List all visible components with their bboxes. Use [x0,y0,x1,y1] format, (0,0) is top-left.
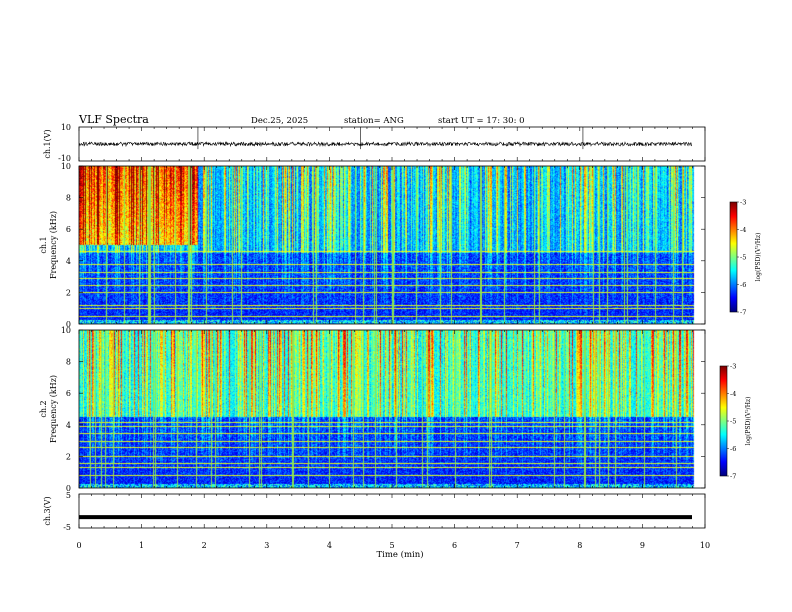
ch1-colorbar: -3 -4 -5 -6 -7 log(PSD)(V²/Hz) [729,199,762,317]
y-tick-label: 8 [66,194,71,203]
y-tick-label: 4 [66,421,71,430]
x-tick-label: 8 [577,541,582,550]
ch3-waveform-ylabel: ch.3(V) [43,496,52,525]
colorbar-tick-label: -4 [740,226,746,234]
y-tick-label: 4 [66,257,71,266]
colorbar-tick-label: -3 [730,363,736,371]
x-tick-label: 3 [264,541,269,550]
y-tick-label: 2 [66,452,71,461]
ch1-spectrogram-image [79,166,705,324]
x-tick-label: 4 [327,541,332,550]
date-label: Dec.25, 2025 [251,116,308,126]
start-time-label: start UT = 17: 30: 0 [438,116,525,126]
ch2-spectrogram-panel: 0 2 4 6 8 10 ch.2 Frequency (kHz) [39,326,706,493]
colorbar-tick-label: -3 [740,199,746,207]
ch2-colorbar-gradient [720,366,727,476]
y-tick-label: 10 [61,326,71,335]
ch2-colorbar-holder [720,366,727,476]
y-tick-label: 8 [66,358,71,367]
ch1-spectrogram-image-holder [79,166,705,324]
x-tick-label: 7 [515,541,520,550]
ch3-waveform-frame [78,493,706,529]
ch2-spectrogram-image-holder [79,330,705,488]
ch1-spectrogram-ylabel-channel: ch.1 [39,236,48,253]
ch2-colorbar-label: log(PSD)(V²/Hz) [745,397,752,446]
colorbar-tick-label: -4 [730,390,736,398]
ch3-waveform-panel: 5 -5 ch.3(V) [43,491,706,532]
x-tick-label: 6 [452,541,457,550]
x-tick-label: 1 [139,541,144,550]
ch1-colorbar-gradient [730,202,737,312]
y-tick-label: 6 [66,225,71,234]
y-tick-label: 10 [61,162,71,171]
colorbar-tick-label: -7 [730,473,736,481]
y-tick-label: 0 [66,320,71,329]
x-tick-label: 5 [389,541,394,550]
ch1-colorbar-holder [730,202,737,312]
ch2-colorbar: -3 -4 -5 -6 -7 log(PSD)(V²/Hz) [719,363,752,481]
colorbar-tick-label: -6 [730,445,736,453]
station-label: station= ANG [344,116,404,126]
ch1-ytick-top: 10 [61,123,71,132]
ch1-waveform-ylabel: ch.1(V) [43,129,52,158]
colorbar-tick-label: -7 [740,309,746,317]
ch2-spectrogram-image [79,330,705,488]
y-tick-label: 0 [66,484,71,493]
x-tick-label: 10 [700,541,710,550]
ch1-ytick-bottom: -10 [58,154,71,163]
ch1-waveform-panel: 10 -10 ch.1(V) [43,123,706,163]
x-tick-label: 0 [76,541,81,550]
figure-title: VLF Spectra [78,113,149,126]
x-tick-label: 9 [640,541,645,550]
colorbar-tick-label: -5 [730,418,736,426]
ch3-ytick-bottom: -5 [63,523,71,532]
ch3-ytick-top: 5 [66,491,71,500]
ch1-spectrogram-ylabel-frequency: Frequency (kHz) [49,211,58,279]
ch1-waveform-trace [78,127,693,150]
x-axis-label: Time (min) [376,549,423,560]
y-tick-label: 2 [66,288,71,297]
x-tick-label: 2 [202,541,207,550]
ch2-spectrogram-ylabel-frequency: Frequency (kHz) [49,375,58,443]
colorbar-tick-label: -5 [740,254,746,262]
y-tick-label: 6 [66,389,71,398]
ch1-colorbar-label: log(PSD)(V²/Hz) [755,233,762,282]
ch1-spectrogram-panel: 0 2 4 6 8 10 ch.1 Frequency (kHz) [39,162,706,329]
colorbar-tick-label: -6 [740,281,746,289]
ch2-spectrogram-ylabel-channel: ch.2 [39,400,48,417]
